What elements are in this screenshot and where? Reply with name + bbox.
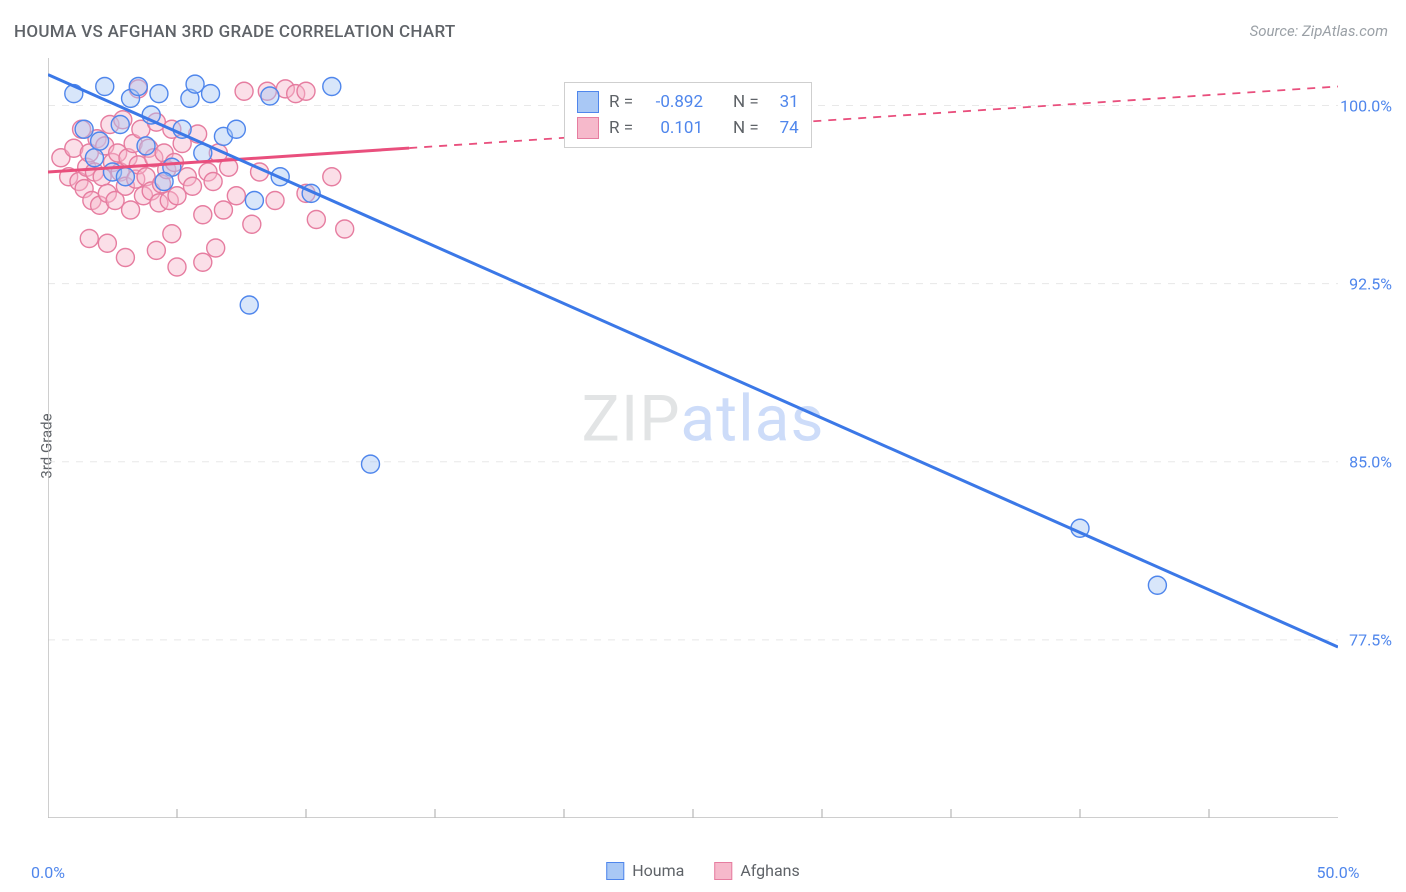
houma-r-value: -0.892 bbox=[643, 89, 703, 115]
stats-row-afghans: R = 0.101 N = 74 bbox=[577, 115, 799, 141]
plot-area bbox=[48, 58, 1338, 818]
y-tick-label: 92.5% bbox=[1349, 274, 1392, 293]
x-tick-left: 0.0% bbox=[31, 863, 65, 882]
scatter-svg bbox=[48, 58, 1338, 818]
legend-item-afghans: Afghans bbox=[714, 861, 799, 880]
houma-swatch bbox=[606, 862, 624, 880]
chart-title: HOUMA VS AFGHAN 3RD GRADE CORRELATION CH… bbox=[14, 22, 456, 42]
stats-row-houma: R = -0.892 N = 31 bbox=[577, 89, 799, 115]
legend-label-afghans: Afghans bbox=[740, 861, 799, 880]
legend-item-houma: Houma bbox=[606, 861, 684, 880]
n-label: N = bbox=[733, 89, 759, 115]
y-tick-label: 100.0% bbox=[1340, 96, 1392, 115]
afghans-swatch bbox=[714, 862, 732, 880]
afghans-swatch bbox=[577, 117, 599, 139]
afghans-n-value: 74 bbox=[769, 115, 799, 141]
n-label: N = bbox=[733, 115, 759, 141]
source-attribution: Source: ZipAtlas.com bbox=[1250, 22, 1388, 40]
legend: Houma Afghans bbox=[606, 861, 800, 880]
legend-label-houma: Houma bbox=[632, 861, 684, 880]
houma-n-value: 31 bbox=[769, 89, 799, 115]
houma-swatch bbox=[577, 91, 599, 113]
r-label: R = bbox=[609, 115, 633, 141]
afghans-r-value: 0.101 bbox=[643, 115, 703, 141]
correlation-stats-box: R = -0.892 N = 31 R = 0.101 N = 74 bbox=[564, 82, 812, 148]
y-tick-label: 85.0% bbox=[1349, 452, 1392, 471]
r-label: R = bbox=[609, 89, 633, 115]
chart-container: HOUMA VS AFGHAN 3RD GRADE CORRELATION CH… bbox=[0, 0, 1406, 892]
x-tick-right: 50.0% bbox=[1317, 863, 1360, 882]
y-tick-label: 77.5% bbox=[1349, 630, 1392, 649]
